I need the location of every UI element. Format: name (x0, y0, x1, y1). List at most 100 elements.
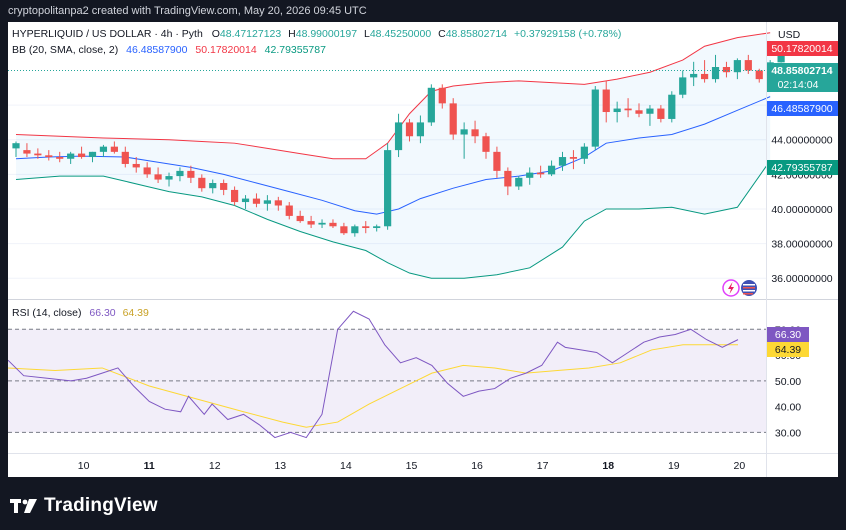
candle[interactable] (569, 150, 578, 170)
candle[interactable] (252, 193, 261, 208)
rsi-tick-label: 30.00 (775, 427, 801, 439)
candle-body (351, 226, 359, 234)
candle[interactable] (416, 115, 425, 144)
candle[interactable] (274, 196, 282, 211)
candle[interactable] (690, 61, 698, 87)
rsi-value-label: 66.30 (767, 327, 809, 342)
candle[interactable] (176, 167, 184, 182)
candle-body (187, 170, 195, 178)
candle[interactable] (679, 70, 687, 99)
candle[interactable] (558, 151, 567, 171)
candle[interactable] (351, 224, 359, 237)
candle[interactable] (744, 54, 752, 74)
candle-body (700, 73, 709, 80)
candle[interactable] (67, 151, 75, 164)
rsi-ma-label: 64.39 (767, 342, 809, 357)
bb-legend: BB (20, SMA, close, 2) 46.48587900 50.17… (12, 44, 326, 56)
candle-body (362, 226, 370, 229)
candle[interactable] (700, 60, 709, 83)
candle[interactable] (722, 61, 731, 78)
candle-body (515, 177, 523, 187)
candle[interactable] (449, 98, 457, 140)
candle-body (394, 122, 403, 151)
price-axis[interactable]: 36.0000000038.0000000040.0000000042.0000… (771, 100, 832, 285)
candle-body (547, 165, 556, 175)
candle[interactable] (209, 179, 217, 194)
candle[interactable] (121, 146, 129, 168)
chart-panel[interactable]: HYPERLIQUID / US DOLLAR · 4h · Pyth O48.… (7, 22, 838, 477)
candle[interactable] (733, 58, 741, 80)
candle[interactable] (755, 68, 763, 83)
candle[interactable] (263, 195, 271, 211)
candle-body (668, 94, 676, 119)
candle[interactable] (493, 146, 501, 178)
candle[interactable] (613, 101, 621, 123)
candle-body (241, 198, 250, 203)
candle[interactable] (427, 84, 435, 126)
candle[interactable] (471, 120, 479, 144)
candle[interactable] (198, 174, 206, 192)
candle[interactable] (220, 179, 228, 196)
rsi-ma-line (7, 344, 738, 428)
chart-canvas[interactable]: HYPERLIQUID / US DOLLAR · 4h · Pyth O48.… (7, 22, 838, 477)
candle[interactable] (143, 162, 151, 178)
candle[interactable] (547, 160, 556, 177)
candle[interactable] (394, 113, 403, 158)
rsi-pane[interactable] (7, 310, 766, 439)
candle[interactable] (23, 143, 31, 158)
candle[interactable] (711, 54, 720, 83)
candle[interactable] (482, 132, 490, 159)
time-axis[interactable]: 10 11 12 13 14 15 16 17 18 19 20 (78, 460, 746, 472)
candle[interactable] (657, 105, 665, 123)
candle[interactable] (373, 224, 381, 232)
candle[interactable] (154, 167, 162, 184)
candle[interactable] (34, 148, 42, 159)
lightning-icon[interactable] (722, 279, 740, 297)
candle[interactable] (77, 146, 86, 159)
candle[interactable] (12, 141, 20, 158)
candle[interactable] (296, 210, 304, 223)
candle[interactable] (624, 98, 632, 118)
candle[interactable] (132, 157, 140, 173)
candle[interactable] (591, 86, 599, 151)
candle[interactable] (580, 143, 588, 164)
change-value: +0.37929158 (+0.78%) (514, 28, 621, 40)
candle[interactable] (515, 176, 523, 190)
candle[interactable] (165, 172, 173, 187)
brand-footer[interactable]: TradingView (10, 492, 158, 520)
candle[interactable] (187, 165, 195, 184)
candle[interactable] (285, 202, 293, 220)
candle[interactable] (646, 105, 654, 126)
candle[interactable] (56, 151, 64, 163)
candle[interactable] (460, 122, 468, 159)
candle[interactable] (362, 221, 370, 234)
candle[interactable] (668, 91, 676, 123)
candle-body (657, 108, 665, 119)
candle[interactable] (526, 167, 534, 185)
candle[interactable] (231, 186, 239, 206)
candle[interactable] (45, 150, 53, 161)
candle[interactable] (307, 215, 315, 229)
candle[interactable] (504, 167, 512, 196)
candle[interactable] (340, 222, 348, 235)
candle[interactable] (438, 84, 446, 109)
candle[interactable] (537, 165, 545, 178)
candle[interactable] (405, 118, 414, 142)
candle[interactable] (241, 195, 250, 209)
candle[interactable] (88, 151, 97, 163)
candle[interactable] (99, 144, 108, 158)
chart-caption: cryptopolitanpa2 created with TradingVie… (8, 5, 367, 17)
candle-body (329, 222, 337, 227)
candle-body (591, 89, 599, 147)
us-flag-icon[interactable] (741, 280, 757, 296)
candle[interactable] (602, 80, 610, 123)
candle[interactable] (384, 143, 392, 230)
candle-body (504, 170, 512, 187)
candle[interactable] (110, 141, 118, 154)
candle[interactable] (329, 219, 337, 229)
candle[interactable] (635, 103, 643, 118)
candle[interactable] (318, 219, 326, 229)
candle-body (99, 146, 108, 152)
last-price-label-text: 48.85802714 (771, 65, 832, 77)
candle-body (416, 122, 425, 137)
